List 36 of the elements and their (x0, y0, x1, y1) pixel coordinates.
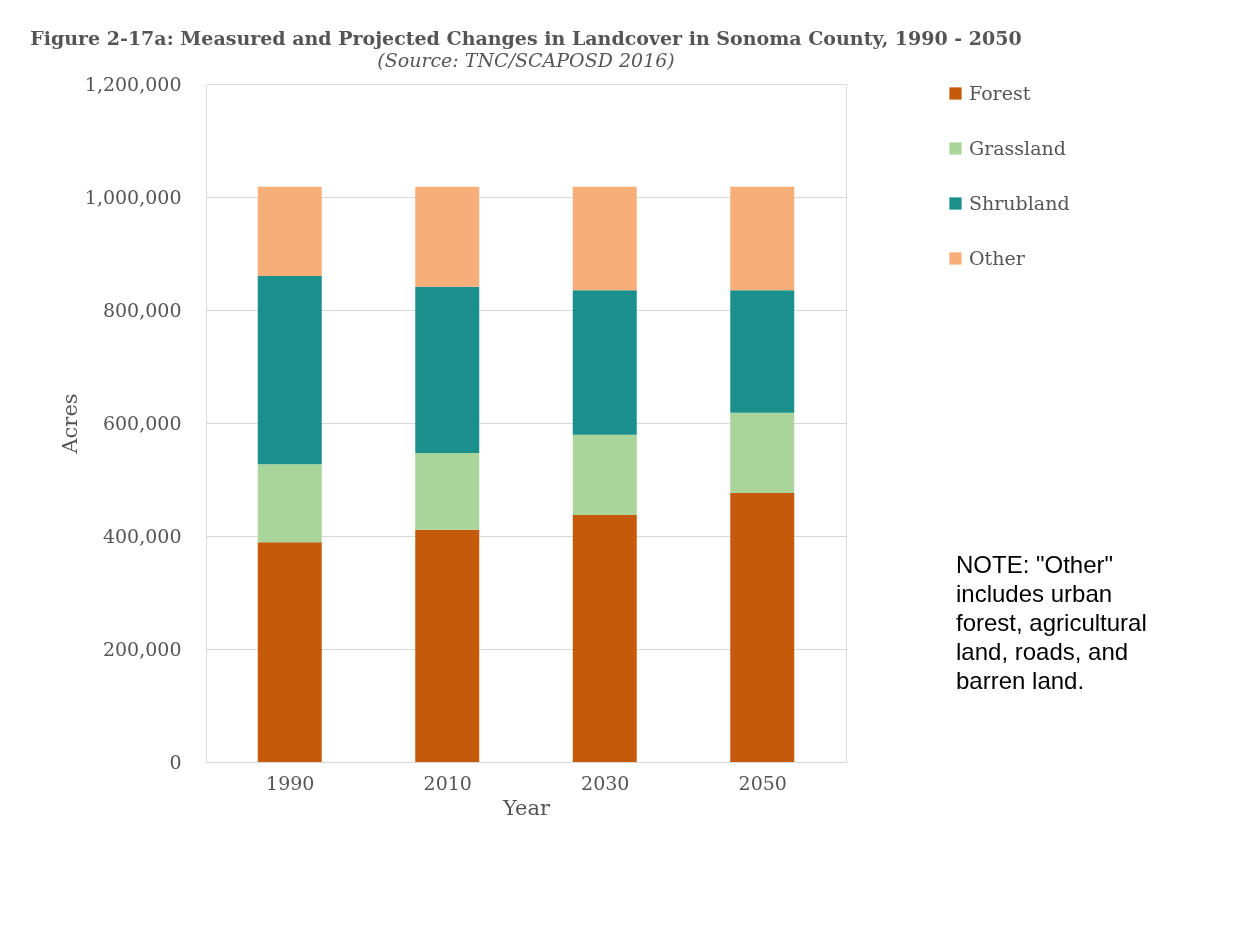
bar (415, 529, 480, 762)
legend-label: Other (969, 246, 1026, 269)
y-tick-label: 1,000,000 (84, 185, 182, 208)
bar (572, 434, 637, 516)
legend-label: Forest (969, 81, 1031, 104)
bar (257, 276, 322, 465)
bar (572, 186, 637, 291)
bar (730, 412, 795, 494)
bar (572, 515, 637, 762)
bar (730, 290, 795, 413)
bar (415, 452, 480, 530)
x-tick-label: 1990 (266, 771, 315, 794)
y-tick-label: 400,000 (102, 524, 182, 547)
y-tick-label: 600,000 (102, 411, 182, 434)
x-tick-label: 2030 (581, 771, 630, 794)
y-tick-label: 200,000 (102, 637, 182, 660)
y-tick-label: 800,000 (102, 298, 182, 321)
bar (572, 290, 637, 435)
legend-label: Grassland (969, 136, 1066, 159)
bar (415, 286, 480, 453)
chart-subtitle: (Source: TNC/SCAPOSD 2016) (377, 49, 675, 71)
y-tick-label: 0 (169, 750, 182, 773)
bar (257, 464, 322, 543)
y-axis-title: Acres (57, 393, 82, 455)
legend-label: Shrubland (969, 191, 1070, 214)
x-tick-label: 2010 (423, 771, 472, 794)
bar (257, 186, 322, 277)
x-tick-label: 2050 (738, 771, 787, 794)
chart-title: Figure 2-17a: Measured and Projected Changes in Landcover in Sonoma County, 1990 - 2050 (30, 27, 1022, 49)
x-axis-title: Year (501, 795, 551, 820)
bar (730, 493, 795, 762)
text: NOTE: "Other" includes urban forest, agricultural land, roads, and barren land. (956, 551, 1147, 694)
bar (257, 542, 322, 762)
bar (415, 186, 480, 287)
y-tick-label: 1,200,000 (84, 72, 182, 95)
bar (730, 186, 795, 291)
